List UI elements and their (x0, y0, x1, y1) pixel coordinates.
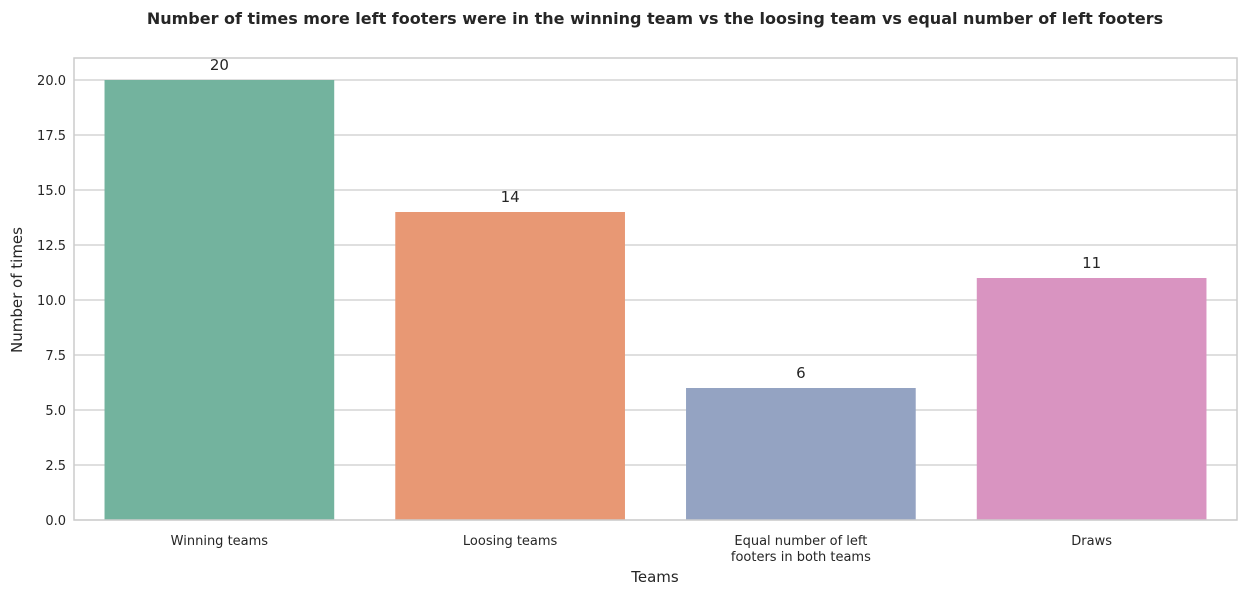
bar-value-labels: 20 14 6 11 (210, 56, 1101, 382)
bar (976, 278, 1207, 520)
chart-title: Number of times more left footers were i… (147, 9, 1163, 28)
x-tick-label-line: Loosing teams (463, 534, 558, 549)
x-tick-label-line: Equal number of left (734, 534, 867, 549)
bar-value-label: 14 (501, 188, 520, 206)
y-tick-label: 2.5 (45, 459, 66, 474)
y-tick-label: 17.5 (37, 129, 66, 144)
x-tick-label: Winning teams (171, 534, 269, 549)
plot-frame (73, 57, 1238, 521)
bars-layer (104, 80, 1207, 520)
y-tick-label: 12.5 (37, 239, 66, 254)
y-tick-label: 7.5 (45, 349, 66, 364)
bar-value-label: 11 (1082, 254, 1101, 272)
x-tick-label-line: footers in both teams (731, 550, 871, 565)
y-tick-label: 5.0 (45, 404, 66, 419)
x-tick-label: Draws (1071, 534, 1112, 549)
y-tick-label: 20.0 (37, 74, 66, 89)
y-axis-label: Number of times (8, 227, 26, 353)
x-tick-label-line: Winning teams (171, 534, 269, 549)
x-tick-label: Equal number of left footers in both team… (731, 534, 871, 565)
x-axis-label: Teams (630, 568, 679, 586)
y-tick-label: 10.0 (37, 294, 66, 309)
x-tick-label-line: Draws (1071, 534, 1112, 549)
bar-value-label: 6 (796, 364, 806, 382)
bar (104, 80, 335, 520)
x-tick-labels: Winning teams Loosing teams Equal number o… (171, 534, 1113, 565)
bar (395, 212, 625, 520)
bar-value-label: 20 (210, 56, 229, 74)
y-tick-label: 0.0 (45, 514, 66, 529)
y-tick-labels: 0.0 2.5 5.0 7.5 10.0 12.5 15.0 17.5 20.0 (37, 74, 66, 529)
x-tick-label: Loosing teams (463, 534, 558, 549)
y-tick-label: 15.0 (37, 184, 66, 199)
bar (686, 388, 916, 520)
